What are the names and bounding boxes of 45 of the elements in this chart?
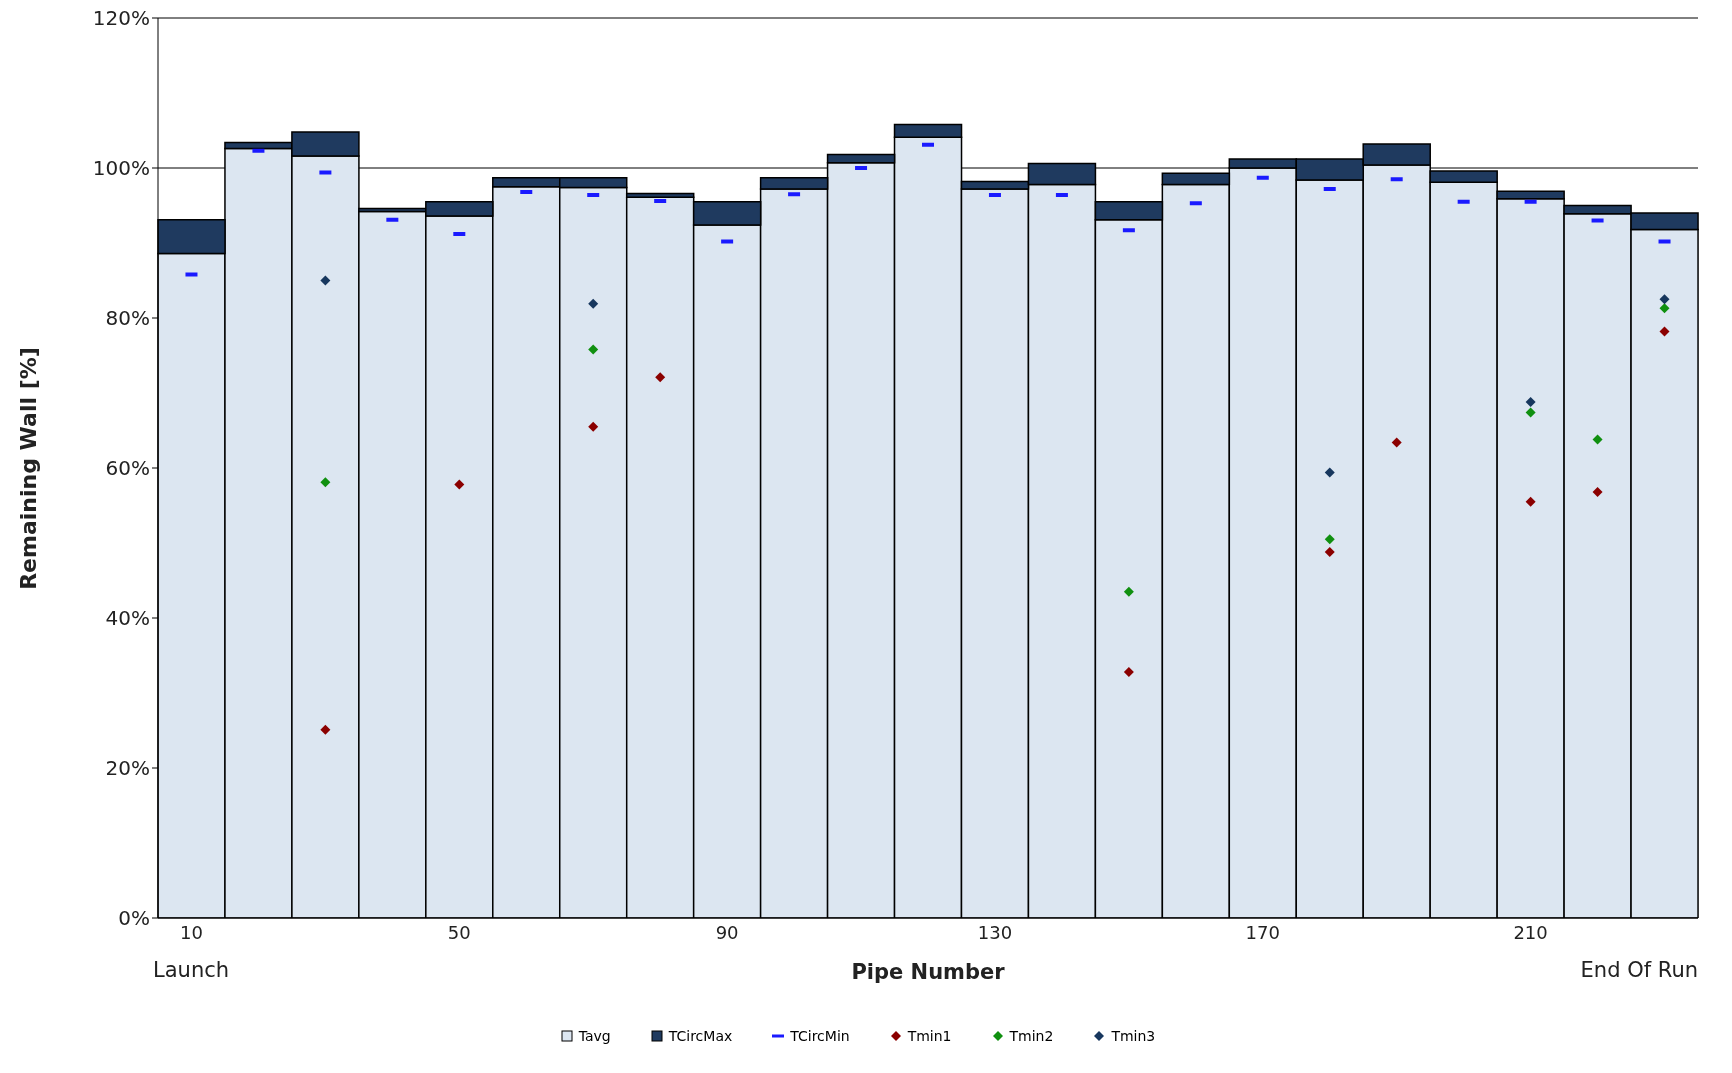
point bbox=[1659, 294, 1670, 305]
point bbox=[1659, 326, 1670, 337]
x-tick-label: 90 bbox=[715, 921, 739, 943]
point bbox=[588, 344, 599, 355]
y-tick-label: 20% bbox=[105, 756, 150, 781]
point bbox=[454, 479, 465, 490]
point bbox=[1324, 534, 1335, 545]
y-tick-label: 80% bbox=[105, 306, 150, 331]
point bbox=[588, 421, 599, 432]
x-tick-label: 50 bbox=[447, 921, 471, 943]
y-tick-label: 120% bbox=[92, 6, 150, 31]
point bbox=[1525, 407, 1536, 418]
x-tick-label: 130 bbox=[977, 921, 1013, 943]
point bbox=[655, 372, 666, 383]
x-tick-label: 10 bbox=[180, 921, 203, 943]
point bbox=[320, 724, 331, 735]
point bbox=[1659, 303, 1670, 314]
point bbox=[1592, 487, 1603, 497]
x-axis-title: Pipe Number bbox=[851, 960, 1005, 984]
point bbox=[320, 477, 331, 488]
y-tick-label: 60% bbox=[105, 456, 150, 481]
point bbox=[1324, 547, 1335, 557]
legend-label: TCircMin bbox=[789, 1028, 850, 1044]
legend-label: Tmin1 bbox=[906, 1028, 952, 1044]
legend-label: Tmin2 bbox=[1008, 1028, 1054, 1044]
point bbox=[1525, 496, 1536, 507]
point bbox=[1592, 434, 1603, 445]
text: End Of Run bbox=[1580, 958, 1698, 982]
y-tick-label: 100% bbox=[92, 156, 150, 181]
y-tick-label: 40% bbox=[105, 606, 150, 631]
y-tick-label: 0% bbox=[118, 906, 150, 931]
x-tick-label: 170 bbox=[1245, 921, 1280, 943]
legend-label: TCircMax bbox=[667, 1028, 733, 1044]
point bbox=[1123, 586, 1134, 597]
x-tick-label: 210 bbox=[1513, 921, 1548, 943]
legend-label: Tmin3 bbox=[1110, 1028, 1156, 1044]
text: Launch bbox=[153, 958, 230, 982]
y-axis-title: Remaining Wall [%] bbox=[15, 346, 41, 590]
point bbox=[1525, 397, 1536, 407]
legend-label: Tavg bbox=[577, 1028, 611, 1044]
point bbox=[1123, 667, 1134, 677]
point bbox=[320, 275, 331, 286]
point bbox=[1391, 437, 1402, 448]
point bbox=[1324, 467, 1335, 478]
point bbox=[588, 298, 599, 309]
